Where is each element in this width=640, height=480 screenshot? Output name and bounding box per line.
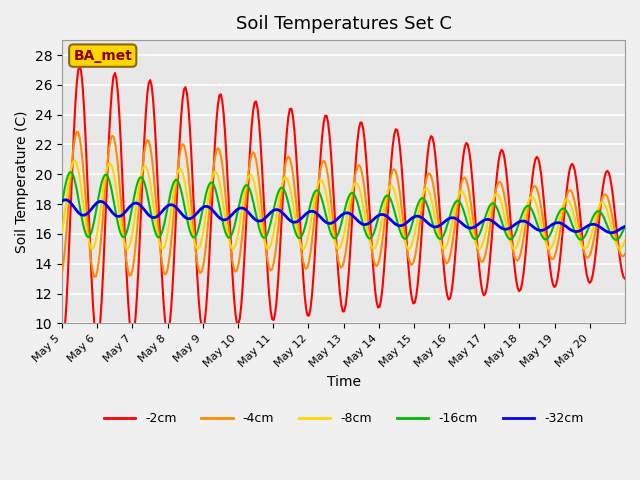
X-axis label: Time: Time [326, 374, 360, 389]
Legend: -2cm, -4cm, -8cm, -16cm, -32cm: -2cm, -4cm, -8cm, -16cm, -32cm [99, 408, 588, 431]
Title: Soil Temperatures Set C: Soil Temperatures Set C [236, 15, 451, 33]
Text: BA_met: BA_met [74, 48, 132, 62]
Y-axis label: Soil Temperature (C): Soil Temperature (C) [15, 110, 29, 253]
